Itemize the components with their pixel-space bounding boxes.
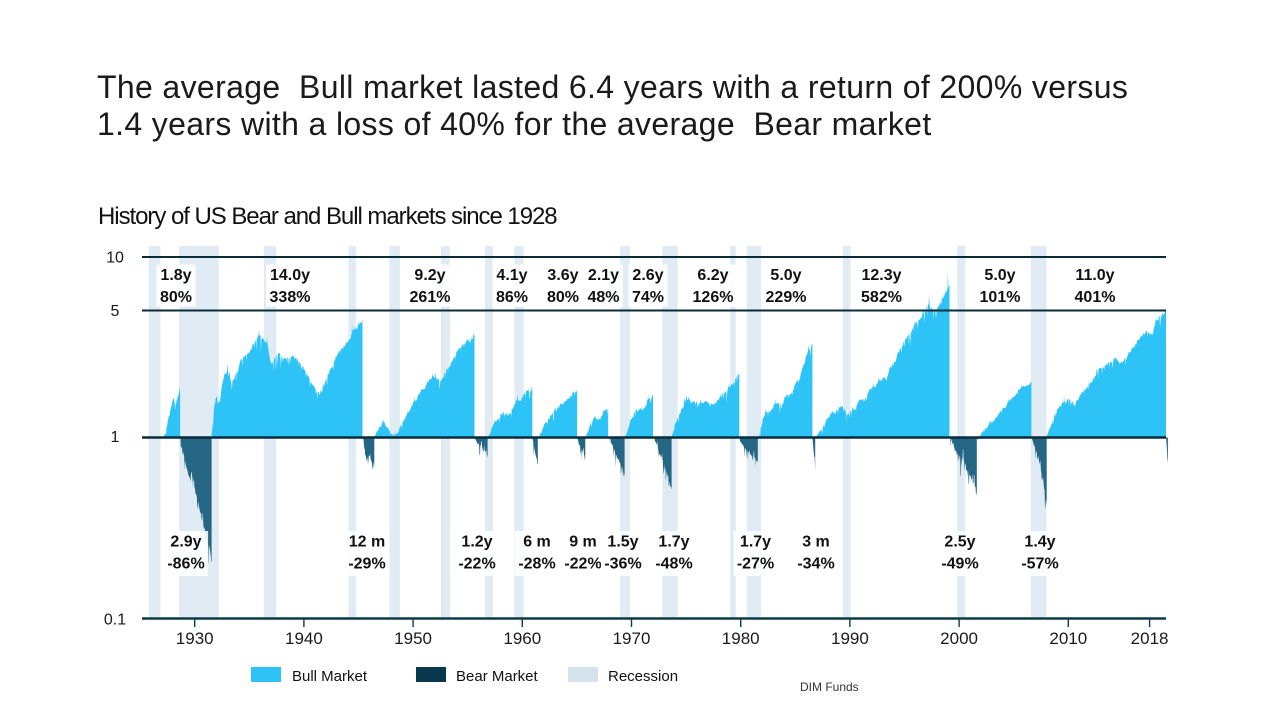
svg-text:-48%: -48% [655,555,692,572]
svg-text:-86%: -86% [167,555,204,572]
svg-text:-22%: -22% [458,555,495,572]
svg-text:86%: 86% [496,289,528,306]
svg-text:582%: 582% [861,289,902,306]
svg-text:1.2y: 1.2y [461,534,492,551]
svg-text:1.7y: 1.7y [658,534,689,551]
svg-text:DIM Funds: DIM Funds [800,680,859,694]
svg-text:3 m: 3 m [802,534,830,551]
svg-text:1.8y: 1.8y [160,267,191,284]
svg-text:1: 1 [111,429,120,446]
svg-text:9 m: 9 m [569,534,597,551]
svg-text:80%: 80% [547,289,579,306]
svg-text:-57%: -57% [1021,555,1058,572]
svg-text:2.6y: 2.6y [632,267,663,284]
svg-text:1980: 1980 [722,629,760,648]
svg-text:-28%: -28% [518,555,555,572]
svg-text:74%: 74% [632,289,664,306]
svg-text:338%: 338% [270,289,311,306]
svg-text:261%: 261% [410,289,451,306]
svg-text:1.7y: 1.7y [740,534,771,551]
svg-text:2.5y: 2.5y [944,534,975,551]
svg-text:Recession: Recession [608,668,678,685]
svg-text:1960: 1960 [503,629,541,648]
svg-text:48%: 48% [587,289,619,306]
svg-text:5.0y: 5.0y [984,267,1015,284]
svg-text:401%: 401% [1075,289,1116,306]
svg-text:1950: 1950 [394,629,432,648]
svg-text:Bull Market: Bull Market [292,668,368,685]
svg-text:1940: 1940 [285,629,323,648]
svg-text:11.0y: 11.0y [1075,267,1114,284]
svg-text:12 m: 12 m [349,534,385,551]
svg-text:-29%: -29% [348,555,385,572]
svg-text:2.9y: 2.9y [170,534,201,551]
svg-text:12.3y: 12.3y [861,267,901,284]
svg-text:1930: 1930 [176,629,214,648]
svg-text:-22%: -22% [564,555,601,572]
svg-text:126%: 126% [693,289,734,306]
svg-text:-27%: -27% [737,555,774,572]
svg-text:2.1y: 2.1y [588,267,619,284]
svg-text:6 m: 6 m [523,534,551,551]
svg-text:5: 5 [111,303,120,320]
svg-text:10: 10 [106,250,124,267]
svg-text:4.1y: 4.1y [496,267,527,284]
svg-text:80%: 80% [160,289,192,306]
svg-text:6.2y: 6.2y [697,267,728,284]
svg-text:0.1: 0.1 [104,612,126,629]
svg-text:-34%: -34% [797,555,834,572]
svg-text:101%: 101% [980,289,1021,306]
svg-text:1970: 1970 [613,629,651,648]
svg-text:2010: 2010 [1049,629,1087,648]
svg-text:9.2y: 9.2y [414,267,445,284]
svg-text:1.4y: 1.4y [1024,534,1055,551]
svg-text:Bear Market: Bear Market [456,668,539,685]
svg-text:3.6y: 3.6y [547,267,578,284]
svg-text:2000: 2000 [940,629,978,648]
svg-text:14.0y: 14.0y [270,267,310,284]
svg-text:1.5y: 1.5y [607,534,638,551]
svg-text:2018: 2018 [1131,629,1169,648]
svg-text:-36%: -36% [604,555,641,572]
svg-text:229%: 229% [766,289,807,306]
svg-text:5.0y: 5.0y [770,267,801,284]
svg-text:-49%: -49% [941,555,978,572]
svg-text:1990: 1990 [831,629,869,648]
